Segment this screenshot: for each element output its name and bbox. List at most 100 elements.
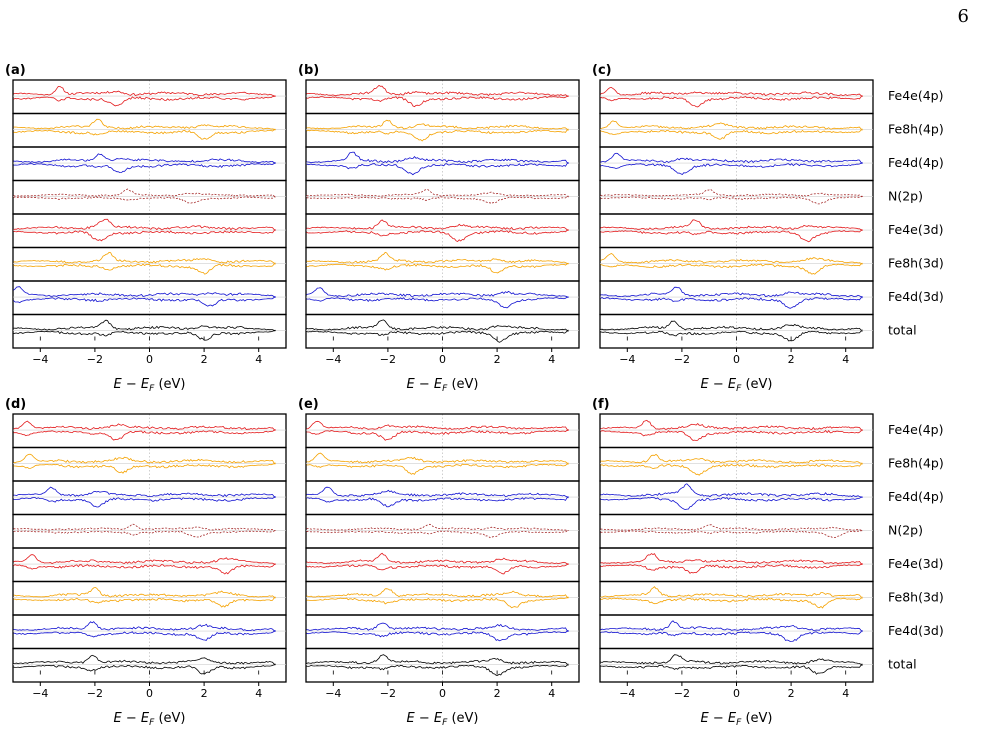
spin-down-dos-curve [13,630,276,641]
x-tick-label: 2 [494,687,501,700]
x-tick-label: −4 [619,353,635,366]
spin-down-dos-curve [306,630,569,642]
spin-up-dos-curve [306,588,569,598]
x-tick-label: −4 [32,353,48,366]
x-tick-label: 0 [146,687,153,700]
spin-up-dos-curve [306,452,569,464]
spin-up-dos-curve [306,251,569,264]
spin-down-dos-curve [306,263,569,274]
x-tick-label: 0 [733,353,740,366]
spin-up-dos-curve [13,654,276,665]
panel-label: (a) [5,63,26,78]
spin-down-dos-curve [13,129,276,140]
spin-down-dos-curve [306,530,569,539]
x-tick-label: 2 [788,353,795,366]
spin-down-dos-curve [600,330,863,342]
spin-down-dos-curve [13,297,276,307]
spin-down-dos-curve [600,563,863,574]
spin-up-dos-curve [306,219,569,231]
x-tick-label: 0 [439,353,446,366]
x-axis-label: E − EF (eV) [114,711,186,728]
spin-down-dos-curve [13,664,276,675]
x-axis-label: E − EF (eV) [114,377,186,394]
spin-up-dos-curve [600,320,863,331]
x-tick-label: 0 [439,687,446,700]
spin-down-dos-curve [306,129,569,142]
spin-up-dos-curve [600,654,863,665]
spin-down-dos-curve [13,230,276,242]
spin-up-dos-curve [600,219,863,231]
spin-up-dos-curve [600,553,863,565]
spin-up-dos-curve [13,420,276,430]
spin-down-dos-curve [13,597,276,608]
spin-down-dos-curve [600,496,863,511]
spin-down-dos-curve [600,631,863,642]
spin-up-dos-curve [13,188,276,197]
spin-down-dos-curve [600,430,863,441]
dos-row-label: Fe4d(4p) [888,489,944,504]
spin-down-dos-curve [13,263,276,275]
x-axis-label: E − EF (eV) [701,377,773,394]
dos-row-label: Fe8h(3d) [888,590,944,605]
x-tick-label: −2 [674,353,690,366]
x-tick-label: −2 [380,687,396,700]
x-tick-label: −4 [325,353,341,366]
spin-down-dos-curve [306,597,569,609]
x-tick-label: −4 [32,687,48,700]
spin-up-dos-curve [13,486,276,498]
dos-row-label: total [888,657,917,672]
spin-up-dos-curve [13,86,276,97]
spin-up-dos-curve [600,483,863,498]
spin-down-dos-curve [600,162,863,175]
panel-label: (f) [592,397,610,412]
spin-up-dos-curve [600,419,863,431]
dos-row-label: Fe4d(4p) [888,155,944,170]
spin-up-dos-curve [306,151,569,164]
x-axis-label: E − EF (eV) [407,377,479,394]
panel-label: (c) [592,63,612,78]
spin-up-dos-curve [13,286,276,298]
spin-down-dos-curve [600,129,863,140]
panel-label: (d) [5,397,26,412]
dos-row-label: Fe4d(3d) [888,623,944,638]
dos-row-label: Fe4e(4p) [888,88,943,103]
spin-down-dos-curve [13,95,276,107]
spin-up-dos-curve [13,251,276,264]
spin-up-dos-curve [13,218,276,231]
dos-row-label: N(2p) [888,189,923,204]
dos-row-label: Fe4d(3d) [888,289,944,304]
spin-down-dos-curve [13,497,276,508]
spin-down-dos-curve [306,429,569,441]
dos-row-label: Fe4e(3d) [888,556,943,571]
x-tick-label: 4 [842,687,849,700]
spin-down-dos-curve [600,530,863,539]
panel-label: (e) [298,397,319,412]
spin-up-dos-curve [600,86,863,97]
spin-down-dos-curve [600,664,863,675]
spin-up-dos-curve [600,253,863,264]
spin-up-dos-curve [306,319,569,331]
x-tick-label: −2 [674,687,690,700]
spin-up-dos-curve [306,523,569,531]
spin-down-dos-curve [306,564,569,575]
x-tick-label: 0 [146,353,153,366]
dos-row-label: Fe8h(3d) [888,256,944,271]
spin-up-dos-curve [306,654,569,665]
spin-up-dos-curve [13,523,276,531]
spin-down-dos-curve [13,330,276,341]
spin-up-dos-curve [13,118,276,130]
spin-up-dos-curve [13,586,276,598]
spin-up-dos-curve [306,552,569,565]
spin-down-dos-curve [306,463,569,475]
spin-down-dos-curve [600,96,863,108]
spin-down-dos-curve [306,196,569,205]
spin-up-dos-curve [13,319,276,331]
x-tick-label: −4 [325,687,341,700]
spin-down-dos-curve [13,564,276,575]
spin-up-dos-curve [600,453,863,464]
spin-down-dos-curve [13,530,276,538]
spin-up-dos-curve [306,486,569,498]
spin-up-dos-curve [600,286,863,298]
dos-row-label: Fe4e(4p) [888,422,943,437]
